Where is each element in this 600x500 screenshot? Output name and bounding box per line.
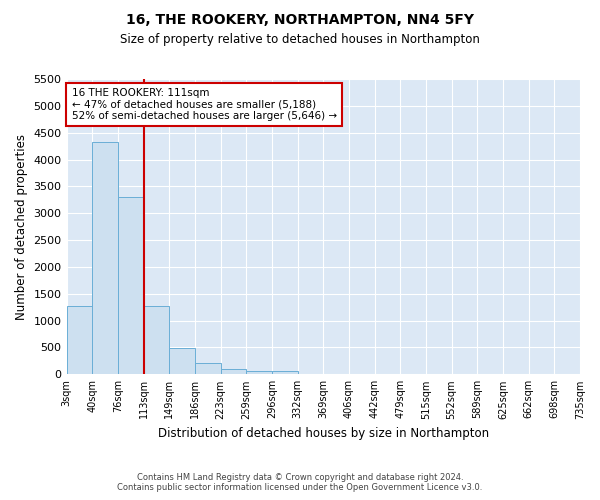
Bar bbox=[92, 142, 118, 374]
Bar bbox=[143, 306, 169, 374]
Bar bbox=[272, 371, 298, 374]
Bar bbox=[118, 197, 143, 374]
Bar bbox=[246, 370, 272, 374]
Text: Size of property relative to detached houses in Northampton: Size of property relative to detached ho… bbox=[120, 32, 480, 46]
Bar bbox=[221, 370, 246, 374]
X-axis label: Distribution of detached houses by size in Northampton: Distribution of detached houses by size … bbox=[158, 427, 489, 440]
Bar bbox=[67, 306, 92, 374]
Bar bbox=[195, 363, 221, 374]
Text: Contains HM Land Registry data © Crown copyright and database right 2024.
Contai: Contains HM Land Registry data © Crown c… bbox=[118, 473, 482, 492]
Text: 16, THE ROOKERY, NORTHAMPTON, NN4 5FY: 16, THE ROOKERY, NORTHAMPTON, NN4 5FY bbox=[126, 12, 474, 26]
Text: 16 THE ROOKERY: 111sqm
← 47% of detached houses are smaller (5,188)
52% of semi-: 16 THE ROOKERY: 111sqm ← 47% of detached… bbox=[71, 88, 337, 121]
Y-axis label: Number of detached properties: Number of detached properties bbox=[15, 134, 28, 320]
Bar bbox=[169, 348, 195, 374]
